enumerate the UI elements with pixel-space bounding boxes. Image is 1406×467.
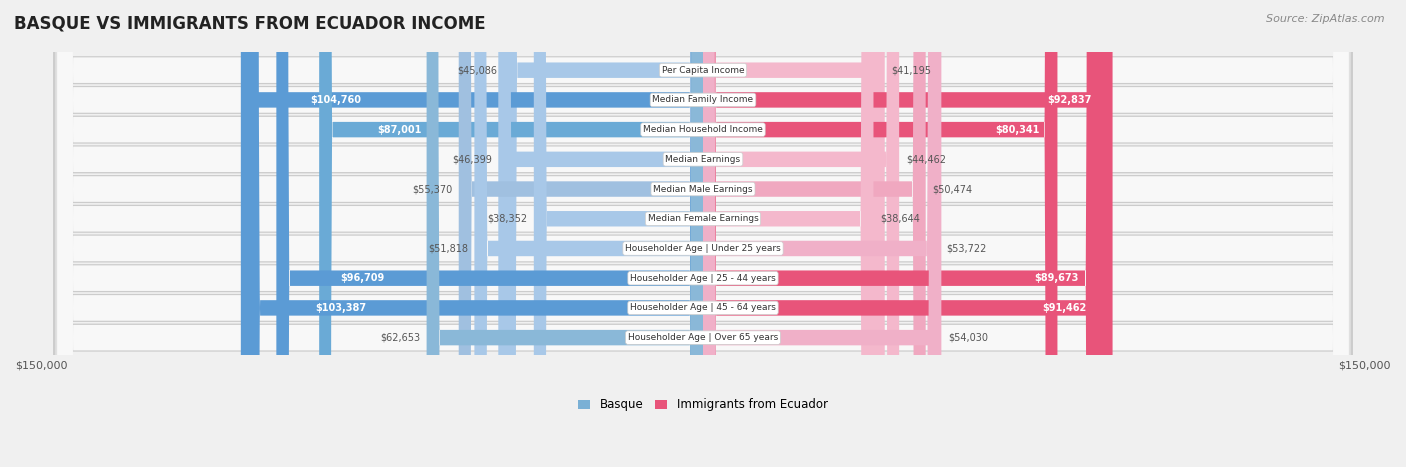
- FancyBboxPatch shape: [703, 0, 1107, 467]
- FancyBboxPatch shape: [703, 0, 1112, 467]
- FancyBboxPatch shape: [55, 0, 1351, 467]
- Text: Source: ZipAtlas.com: Source: ZipAtlas.com: [1267, 14, 1385, 24]
- FancyBboxPatch shape: [534, 0, 703, 467]
- Text: $38,644: $38,644: [880, 214, 920, 224]
- FancyBboxPatch shape: [58, 0, 1348, 467]
- Text: Median Female Earnings: Median Female Earnings: [648, 214, 758, 223]
- FancyBboxPatch shape: [426, 0, 703, 467]
- FancyBboxPatch shape: [58, 0, 1348, 467]
- Text: $41,195: $41,195: [891, 65, 931, 75]
- Text: Householder Age | 25 - 44 years: Householder Age | 25 - 44 years: [630, 274, 776, 283]
- Text: $46,399: $46,399: [451, 154, 492, 164]
- Legend: Basque, Immigrants from Ecuador: Basque, Immigrants from Ecuador: [574, 394, 832, 416]
- FancyBboxPatch shape: [58, 0, 1348, 467]
- FancyBboxPatch shape: [55, 0, 1351, 467]
- Text: Median Family Income: Median Family Income: [652, 95, 754, 105]
- Text: $54,030: $54,030: [948, 333, 988, 343]
- Text: BASQUE VS IMMIGRANTS FROM ECUADOR INCOME: BASQUE VS IMMIGRANTS FROM ECUADOR INCOME: [14, 14, 485, 32]
- FancyBboxPatch shape: [240, 0, 703, 467]
- Text: Per Capita Income: Per Capita Income: [662, 66, 744, 75]
- Text: $89,673: $89,673: [1035, 273, 1078, 283]
- FancyBboxPatch shape: [55, 0, 1351, 467]
- FancyBboxPatch shape: [319, 0, 703, 467]
- Text: $104,760: $104,760: [311, 95, 361, 105]
- FancyBboxPatch shape: [55, 0, 1351, 467]
- Text: $80,341: $80,341: [995, 125, 1039, 134]
- FancyBboxPatch shape: [498, 0, 703, 467]
- Text: $44,462: $44,462: [905, 154, 946, 164]
- Text: $103,387: $103,387: [315, 303, 367, 313]
- FancyBboxPatch shape: [55, 0, 1351, 467]
- FancyBboxPatch shape: [703, 0, 941, 467]
- FancyBboxPatch shape: [58, 0, 1348, 467]
- FancyBboxPatch shape: [277, 0, 703, 467]
- FancyBboxPatch shape: [58, 0, 1348, 467]
- Text: Householder Age | 45 - 64 years: Householder Age | 45 - 64 years: [630, 304, 776, 312]
- Text: Householder Age | Over 65 years: Householder Age | Over 65 years: [628, 333, 778, 342]
- FancyBboxPatch shape: [58, 0, 1348, 467]
- FancyBboxPatch shape: [703, 0, 925, 467]
- FancyBboxPatch shape: [458, 0, 703, 467]
- FancyBboxPatch shape: [703, 0, 873, 467]
- FancyBboxPatch shape: [474, 0, 703, 467]
- Text: $96,709: $96,709: [340, 273, 385, 283]
- FancyBboxPatch shape: [703, 0, 900, 467]
- Text: Householder Age | Under 25 years: Householder Age | Under 25 years: [626, 244, 780, 253]
- Text: Median Household Income: Median Household Income: [643, 125, 763, 134]
- FancyBboxPatch shape: [703, 0, 884, 467]
- FancyBboxPatch shape: [58, 0, 1348, 467]
- Text: $53,722: $53,722: [946, 243, 987, 254]
- FancyBboxPatch shape: [55, 0, 1351, 467]
- FancyBboxPatch shape: [55, 0, 1351, 467]
- Text: $91,462: $91,462: [1042, 303, 1087, 313]
- FancyBboxPatch shape: [505, 0, 703, 467]
- FancyBboxPatch shape: [55, 0, 1351, 467]
- Text: $45,086: $45,086: [457, 65, 498, 75]
- FancyBboxPatch shape: [55, 0, 1351, 467]
- Text: $51,818: $51,818: [427, 243, 468, 254]
- FancyBboxPatch shape: [58, 0, 1348, 467]
- Text: $55,370: $55,370: [412, 184, 453, 194]
- Text: Median Earnings: Median Earnings: [665, 155, 741, 164]
- Text: $87,001: $87,001: [377, 125, 422, 134]
- FancyBboxPatch shape: [703, 0, 1057, 467]
- FancyBboxPatch shape: [58, 0, 1348, 467]
- Text: $50,474: $50,474: [932, 184, 973, 194]
- FancyBboxPatch shape: [247, 0, 703, 467]
- FancyBboxPatch shape: [703, 0, 942, 467]
- FancyBboxPatch shape: [55, 0, 1351, 467]
- Text: $38,352: $38,352: [486, 214, 527, 224]
- Text: Median Male Earnings: Median Male Earnings: [654, 184, 752, 193]
- FancyBboxPatch shape: [58, 0, 1348, 467]
- Text: $92,837: $92,837: [1047, 95, 1092, 105]
- FancyBboxPatch shape: [703, 0, 1098, 467]
- Text: $62,653: $62,653: [380, 333, 420, 343]
